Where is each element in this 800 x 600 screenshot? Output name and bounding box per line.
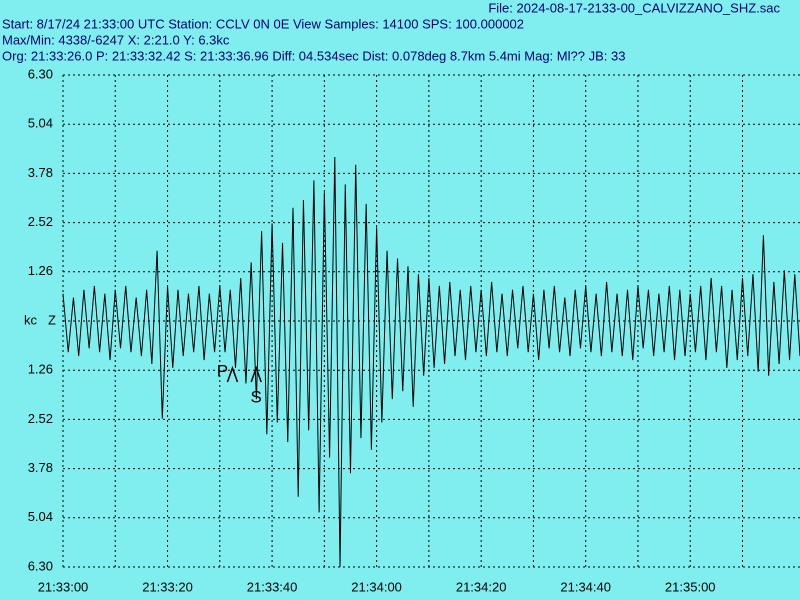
pick-label: P [217,361,228,380]
y-tick-label: 3.78 [28,165,53,180]
y-tick-label: 1.26 [28,362,53,377]
y-tick-label: 2.52 [28,411,53,426]
y-tick-label: kc [24,312,38,327]
x-tick-label: 21:35:00 [665,579,716,594]
y-tick-label: 6.30 [28,558,53,573]
x-tick-label: 21:33:20 [142,579,193,594]
y-tick-label: 2.52 [28,214,53,229]
y-tick-label: 6.30 [28,66,53,81]
y-tick-label: 3.78 [28,460,53,475]
x-tick-label: 21:34:00 [351,579,402,594]
x-tick-label: 21:34:40 [560,579,611,594]
waveform [62,156,800,568]
pick-label: S [251,387,262,406]
y-tick-label: 5.04 [28,116,53,131]
y-tick-label: 5.04 [28,509,53,524]
x-tick-label: 21:33:40 [247,579,298,594]
header-line: Start: 8/17/24 21:33:00 UTC Station: CCL… [2,16,524,31]
pick-marker [226,365,239,383]
y-tick-label: 1.26 [28,263,53,278]
x-tick-label: 21:33:00 [38,579,89,594]
header-line: Max/Min: 4338/-6247 X: 2:21.0 Y: 6.3kc [2,32,230,47]
header-line: Org: 21:33:26.0 P: 21:33:32.42 S: 21:33:… [2,48,625,63]
x-tick-label: 21:34:20 [456,579,507,594]
pick-marker [250,365,262,383]
header-line: File: 2024-08-17-2133-00_CALVIZZANO_SHZ.… [488,0,780,15]
channel-label: Z [48,312,56,327]
